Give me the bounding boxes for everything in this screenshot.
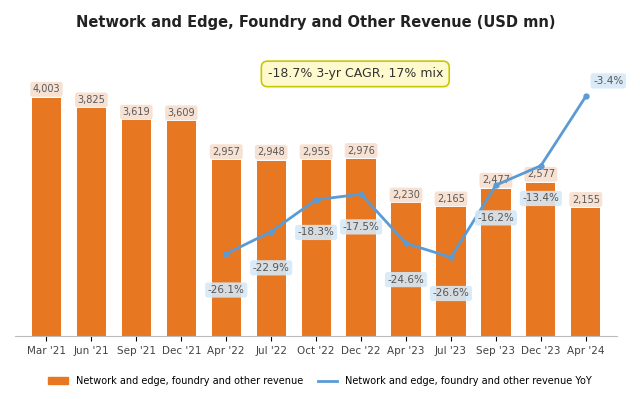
Bar xyxy=(166,121,196,336)
Text: -17.5%: -17.5% xyxy=(342,222,380,232)
Bar xyxy=(526,183,556,336)
Text: 2,477: 2,477 xyxy=(482,175,510,185)
Bar xyxy=(32,98,61,336)
Text: 2,577: 2,577 xyxy=(527,169,555,180)
Bar xyxy=(301,160,331,336)
Text: 3,619: 3,619 xyxy=(122,107,150,117)
Text: 2,948: 2,948 xyxy=(257,147,285,157)
Text: -16.2%: -16.2% xyxy=(477,213,515,223)
Text: 3,825: 3,825 xyxy=(77,95,106,105)
Bar xyxy=(212,160,241,336)
Bar xyxy=(572,208,600,336)
Bar xyxy=(346,159,376,336)
Text: -24.6%: -24.6% xyxy=(388,275,424,284)
Bar xyxy=(77,108,106,336)
Text: -26.1%: -26.1% xyxy=(208,285,244,295)
Text: -13.4%: -13.4% xyxy=(522,194,559,203)
Text: -18.3%: -18.3% xyxy=(298,227,335,237)
Text: -3.4%: -3.4% xyxy=(593,76,623,86)
Text: 2,230: 2,230 xyxy=(392,190,420,200)
Text: 2,155: 2,155 xyxy=(572,195,600,205)
Text: 2,955: 2,955 xyxy=(302,147,330,157)
Bar xyxy=(122,120,151,336)
Text: 3,609: 3,609 xyxy=(168,108,195,118)
Text: 2,957: 2,957 xyxy=(212,147,240,157)
Bar xyxy=(257,160,286,336)
Bar xyxy=(392,203,420,336)
Text: -26.6%: -26.6% xyxy=(433,288,469,298)
Legend: Network and edge, foundry and other revenue, Network and edge, foundry and other: Network and edge, foundry and other reve… xyxy=(45,372,595,390)
Title: Network and Edge, Foundry and Other Revenue (USD mn): Network and Edge, Foundry and Other Reve… xyxy=(76,15,556,30)
Text: 2,976: 2,976 xyxy=(347,146,375,156)
Text: 4,003: 4,003 xyxy=(33,84,60,94)
Text: 2,165: 2,165 xyxy=(437,194,465,204)
Bar xyxy=(481,189,511,336)
Bar xyxy=(436,207,465,336)
Text: -22.9%: -22.9% xyxy=(253,263,290,273)
Text: -18.7% 3-yr CAGR, 17% mix: -18.7% 3-yr CAGR, 17% mix xyxy=(268,67,443,81)
